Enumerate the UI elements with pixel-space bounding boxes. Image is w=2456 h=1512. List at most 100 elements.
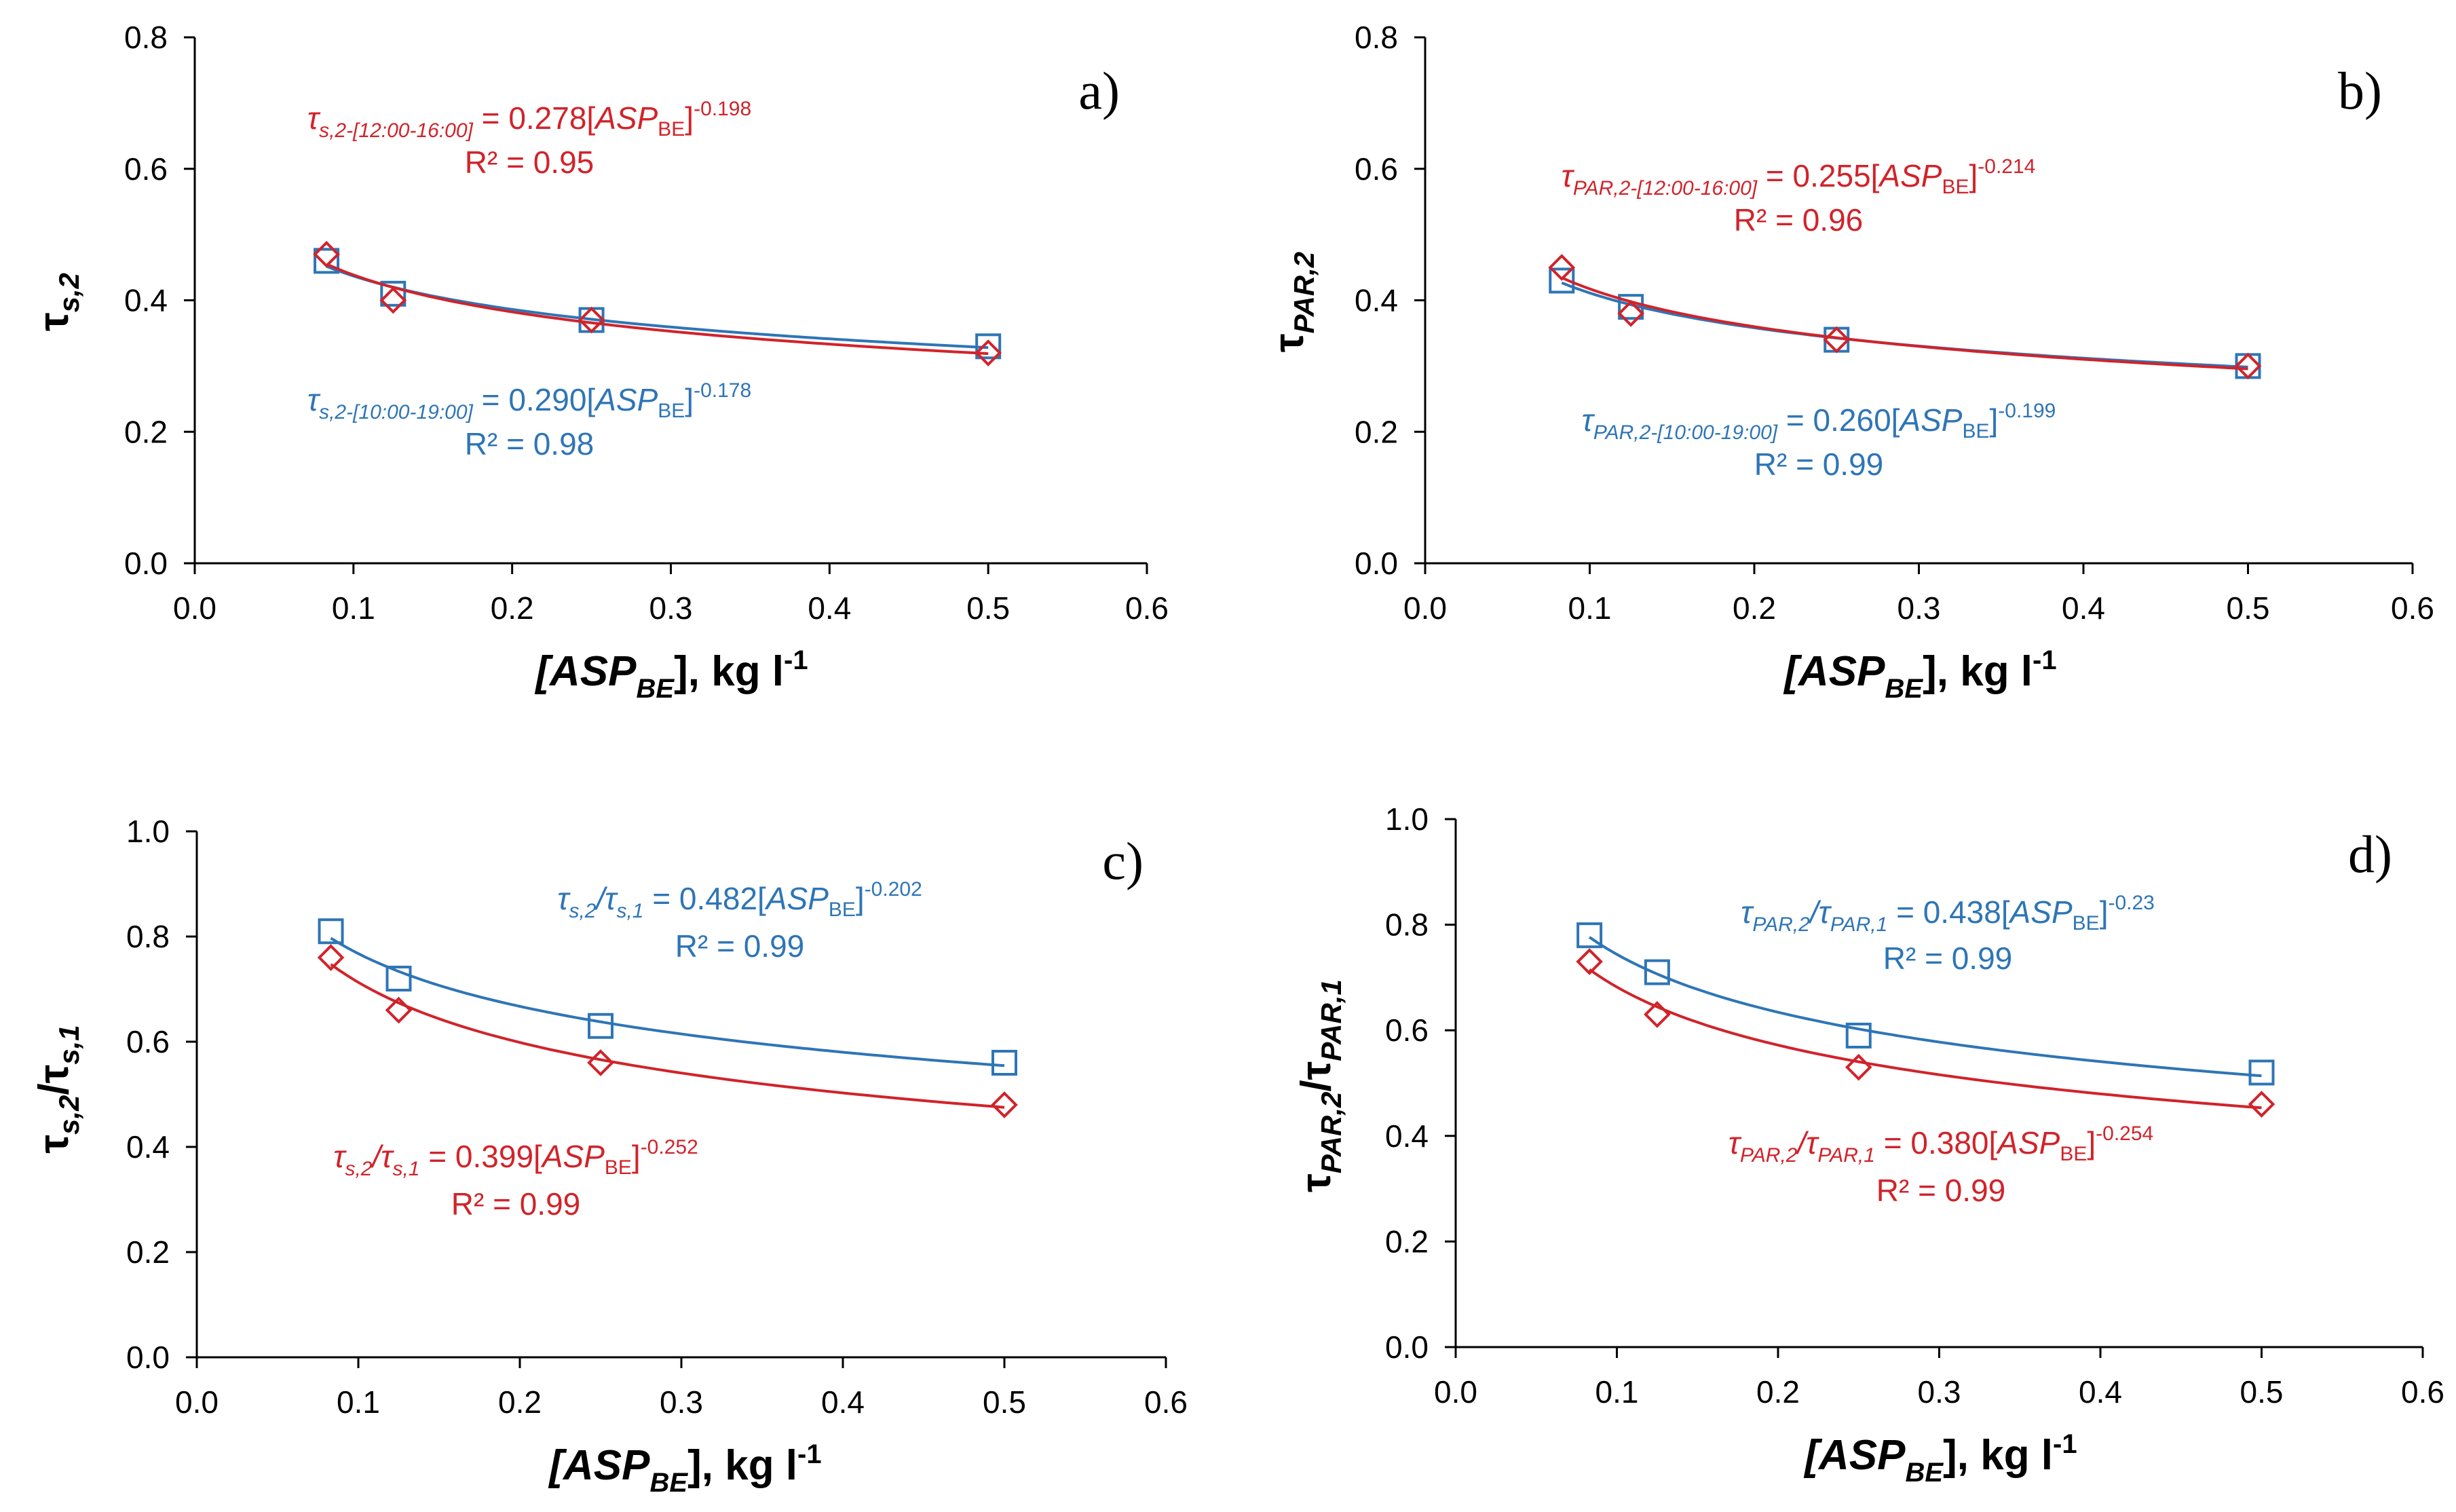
eq-coefficient: = 0.255[ (1757, 158, 1880, 193)
y-axis-title-tau: τ (31, 312, 77, 331)
eq-exponent: -0.199 (1998, 400, 2056, 422)
eq-tau: τ (307, 382, 321, 417)
x-axis-title: [ASPBE], kg l-1 (548, 1439, 821, 1498)
fit-curve-red (330, 963, 1005, 1109)
data-point-square (1644, 959, 1670, 985)
eq-coefficient: = 0.482[ (644, 881, 767, 916)
x-tick-label: 0.5 (966, 590, 1010, 626)
data-point-diamond (975, 339, 1002, 366)
eq-bracket: ] (2087, 1125, 2096, 1160)
eq-subscript-2: s,1 (392, 1158, 419, 1180)
x-tick-label: 0.2 (1733, 590, 1776, 626)
data-point-square (385, 966, 412, 991)
y-tick-label: 0.6 (126, 1024, 170, 1059)
eq-asp-subscript: BE (658, 400, 685, 422)
panel-b: 0.0 0.2 0.4 0.6 0.8 0.0 0.1 0.2 0.3 0.4 0.5 0.6 b) [A… (1266, 20, 2434, 704)
r-squared-blue: R² = 0.99 (675, 928, 805, 964)
x-axis-title-unit: ], kg l (687, 1442, 797, 1489)
eq-asp: ASP (1995, 1125, 2060, 1160)
fit-equation-blue: τs,2-[10:00-19:00] = 0.290[ASPBE]-0.178 (307, 379, 751, 423)
eq-bracket: ] (2100, 894, 2109, 930)
eq-subscript: PAR,2 (1752, 913, 1810, 936)
eq-coefficient: = 0.290[ (473, 382, 596, 417)
eq-ratio-tau: /τ (594, 881, 618, 916)
x-axis-title-subscript: BE (1885, 674, 1924, 704)
eq-asp: ASP (764, 881, 829, 916)
x-axis-title-superscript: -1 (2053, 1429, 2077, 1459)
y-axis-title-denominator-subscript: PAR,1 (1315, 979, 1347, 1061)
data-point-diamond (1845, 1053, 1872, 1081)
eq-subscript-2: PAR,1 (1830, 913, 1887, 936)
x-tick-label: 0.6 (1125, 590, 1169, 626)
x-tick-label: 0.4 (821, 1384, 865, 1420)
data-point-diamond (1617, 300, 1644, 327)
data-point-square (588, 1013, 613, 1039)
x-axis-title-superscript: -1 (2033, 645, 2057, 675)
y-tick-label: 0.8 (1385, 907, 1429, 943)
data-point-diamond (2234, 352, 2262, 380)
x-axis-title-superscript: -1 (784, 645, 808, 675)
data-point-square (991, 1050, 1017, 1076)
eq-bracket: ] (1969, 158, 1978, 193)
fit-curve-blue (1588, 936, 2262, 1078)
x-axis-title-unit: ], kg l (1943, 1432, 2053, 1479)
eq-coefficient: = 0.438[ (1887, 894, 2010, 930)
eq-ratio-tau: /τ (1808, 894, 1832, 930)
data-point-diamond (1576, 948, 1603, 975)
data-point-diamond (379, 286, 407, 314)
eq-subscript: s,2 (345, 1158, 372, 1180)
y-tick-label: 0.0 (1385, 1329, 1429, 1365)
y-axis-title-denominator: /τ (1293, 1061, 1340, 1092)
eq-asp: ASP (1877, 158, 1942, 193)
data-point-square (1618, 294, 1644, 320)
x-axis-title-superscript: -1 (797, 1439, 822, 1469)
eq-tau: τ (333, 1139, 347, 1174)
eq-subscript: s,2-[10:00-19:00] (319, 401, 473, 423)
panel-label: d) (2348, 825, 2392, 884)
x-tick-label: 0.1 (337, 1384, 380, 1420)
y-tick-label: 0.6 (124, 151, 168, 187)
data-point-diamond (385, 996, 413, 1024)
y-axis-title: τs,2 (31, 273, 85, 331)
data-point-diamond (1644, 1001, 1671, 1028)
data-point-square (1845, 1022, 1872, 1048)
x-tick-label: 0.6 (2391, 590, 2434, 626)
y-axis-title: τs,2/τs,1 (31, 1025, 85, 1153)
y-axis-title: τPAR,2/τPAR,1 (1293, 979, 1347, 1192)
data-point-square (2248, 1059, 2275, 1086)
x-axis-title-unit: ], kg l (1923, 648, 2033, 695)
eq-asp: ASP (593, 382, 658, 417)
x-tick-label: 0.0 (173, 590, 216, 626)
eq-subscript: s,2-[12:00-16:00] (319, 119, 473, 142)
y-tick-label: 0.8 (1355, 20, 1398, 55)
x-axis-title-unit: ], kg l (674, 648, 784, 695)
y-axis-title-denominator: /τ (31, 1065, 77, 1095)
fit-curve-red (1588, 968, 2262, 1110)
x-tick-label: 0.1 (332, 590, 375, 626)
r-squared-red: R² = 0.99 (1876, 1173, 2006, 1208)
eq-asp-subscript: BE (605, 1156, 632, 1179)
data-point-diamond (578, 306, 605, 334)
data-point-diamond (317, 944, 345, 971)
eq-subscript-2: s,1 (616, 900, 643, 922)
eq-tau: τ (307, 100, 321, 136)
r-squared-red: R² = 0.96 (1734, 202, 1864, 238)
y-tick-label: 0.4 (126, 1129, 170, 1165)
panel-label: a) (1078, 61, 1120, 120)
x-axis-title: [ASPBE], kg l-1 (534, 645, 808, 704)
y-tick-label: 0.4 (124, 283, 168, 318)
y-tick-label: 0.2 (1355, 414, 1398, 449)
y-tick-label: 1.0 (126, 814, 170, 849)
eq-subscript-2: PAR,1 (1817, 1144, 1874, 1167)
panel-a: 0.0 0.2 0.4 0.6 0.8 0.0 0.1 0.2 0.3 0.4 0.5 0.6 a) [A… (31, 20, 1169, 704)
panel-c: 0.0 0.2 0.4 0.6 0.8 1.0 0.0 0.1 0.2 0.3 0.4 0.5 0.6 c… (31, 814, 1188, 1498)
eq-ratio-tau: /τ (370, 1139, 394, 1174)
fit-equation-red: τs,2/τs,1 = 0.399[ASPBE]-0.252 (333, 1136, 698, 1180)
x-tick-label: 0.2 (498, 1384, 542, 1420)
x-axis-title-main: [ASP (534, 648, 637, 695)
data-point-square (975, 333, 1002, 360)
fit-curve-red (1561, 276, 2248, 371)
y-tick-label: 0.2 (1385, 1224, 1429, 1259)
y-axis-title-tau: τ (31, 1135, 77, 1154)
x-tick-label: 0.5 (2240, 1374, 2284, 1410)
